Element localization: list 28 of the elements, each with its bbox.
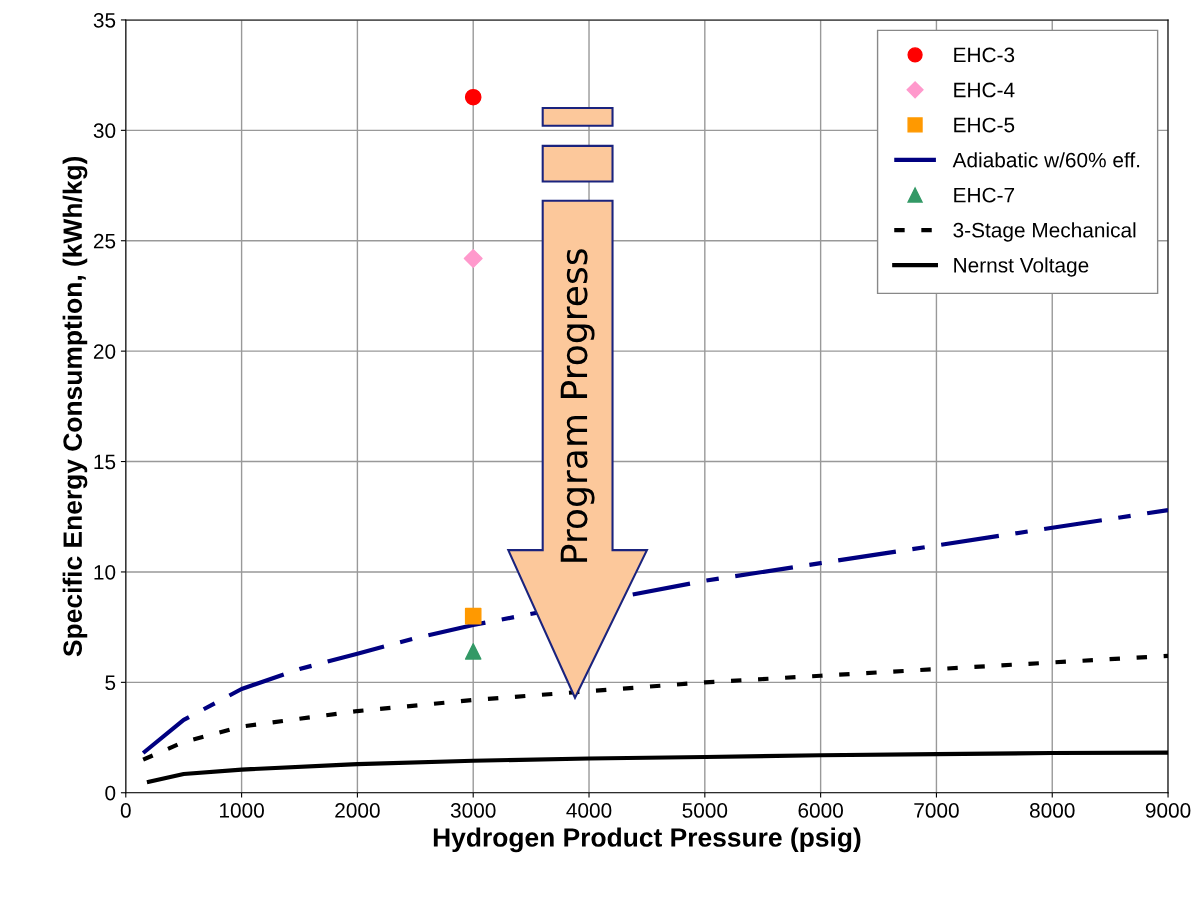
y-tick-label: 15 xyxy=(94,454,116,470)
x-tick-label: 8000 xyxy=(1029,803,1075,818)
y-tick-label: 25 xyxy=(93,233,116,249)
x-tick-label: 7000 xyxy=(914,803,959,818)
x-tick-label: 2000 xyxy=(335,803,380,818)
y-tick-label: 30 xyxy=(93,123,116,139)
x-tick-label: 5000 xyxy=(682,803,728,818)
y-tick-label: 0 xyxy=(105,785,116,801)
legend-label: 3-Stage Mechanical xyxy=(953,222,1136,242)
legend-label: EHC-7 xyxy=(954,187,1015,203)
x-axis-title: Hydrogen Product Pressure (psig) xyxy=(433,827,861,853)
x-tick-label: 0 xyxy=(120,803,131,818)
y-tick-label: 10 xyxy=(94,564,116,580)
y-tick-label: 20 xyxy=(93,344,116,359)
y-axis-title: Specific Energy Consumption, (kWh/kg) xyxy=(62,156,88,657)
x-tick-label: 1000 xyxy=(220,803,264,818)
x-tick-label: 3000 xyxy=(450,803,496,818)
legend-label: EHC-5 xyxy=(954,117,1015,133)
legend-label: Nernst Voltage xyxy=(954,257,1089,277)
legend-label: EHC-4 xyxy=(954,82,1015,98)
x-tick-label: 6000 xyxy=(798,803,843,818)
legend-label: EHC-3 xyxy=(954,47,1015,63)
legend-label: Adiabatic w/60% eff. xyxy=(952,152,1140,168)
annotation: Program Progress xyxy=(560,249,595,562)
x-tick-label: 9000 xyxy=(1145,803,1191,818)
y-tick-label: 5 xyxy=(105,675,116,691)
x-tick-label: 4000 xyxy=(566,803,612,818)
y-tick-label: 35 xyxy=(93,12,116,28)
